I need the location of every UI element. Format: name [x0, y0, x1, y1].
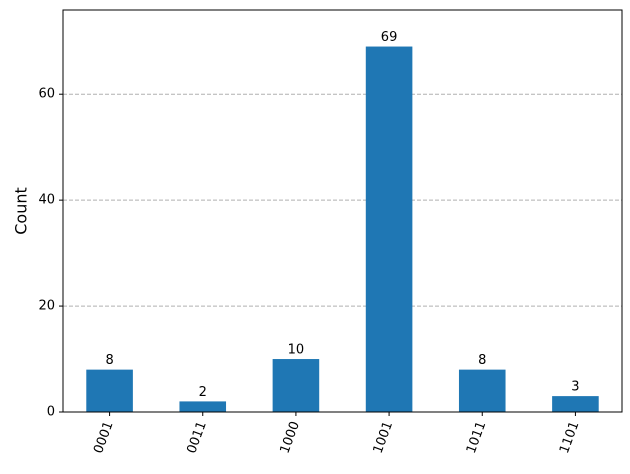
y-tick-label: 40: [38, 193, 55, 208]
data-label: 10: [288, 343, 305, 358]
y-axis-label: Count: [12, 187, 31, 235]
data-label: 3: [571, 380, 579, 395]
y-tick-label: 60: [38, 87, 55, 102]
x-tick-label: 1001: [371, 419, 396, 455]
bar: [365, 46, 413, 412]
y-tick-label: 20: [38, 299, 55, 314]
x-tick-label: 0011: [184, 419, 209, 455]
x-tick-label: 1000: [278, 419, 303, 455]
data-label: 8: [105, 353, 113, 368]
bar: [86, 369, 133, 412]
x-tick-label: 1011: [464, 419, 489, 455]
bar: [179, 401, 227, 412]
bar: [552, 396, 599, 412]
x-tick-label: 0001: [91, 419, 116, 455]
bar: [272, 359, 320, 412]
data-label: 8: [478, 353, 486, 368]
x-tick-label: 1101: [557, 419, 582, 455]
plot-frame: [62, 9, 623, 413]
y-tick-label: 0: [47, 405, 55, 420]
data-label: 69: [381, 30, 398, 45]
bar: [458, 369, 506, 412]
data-label: 2: [199, 385, 207, 400]
